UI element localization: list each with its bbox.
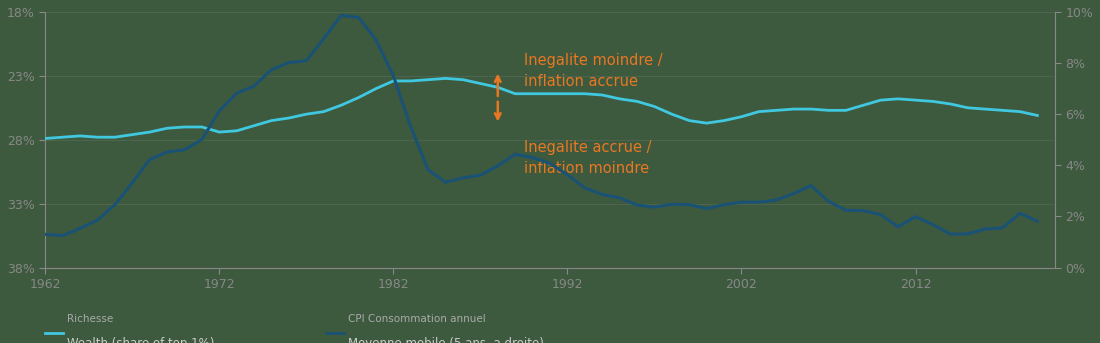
Text: CPI Consommation annuel: CPI Consommation annuel bbox=[348, 314, 486, 323]
Text: Inegalite accrue /
inflation moindre: Inegalite accrue / inflation moindre bbox=[524, 140, 651, 176]
Text: Inegalite moindre /
inflation accrue: Inegalite moindre / inflation accrue bbox=[524, 53, 662, 89]
Text: Wealth (share of top 1%): Wealth (share of top 1%) bbox=[67, 336, 214, 343]
Text: Richesse: Richesse bbox=[67, 314, 113, 323]
Text: Moyenne mobile (5 ans, a droite): Moyenne mobile (5 ans, a droite) bbox=[348, 336, 544, 343]
